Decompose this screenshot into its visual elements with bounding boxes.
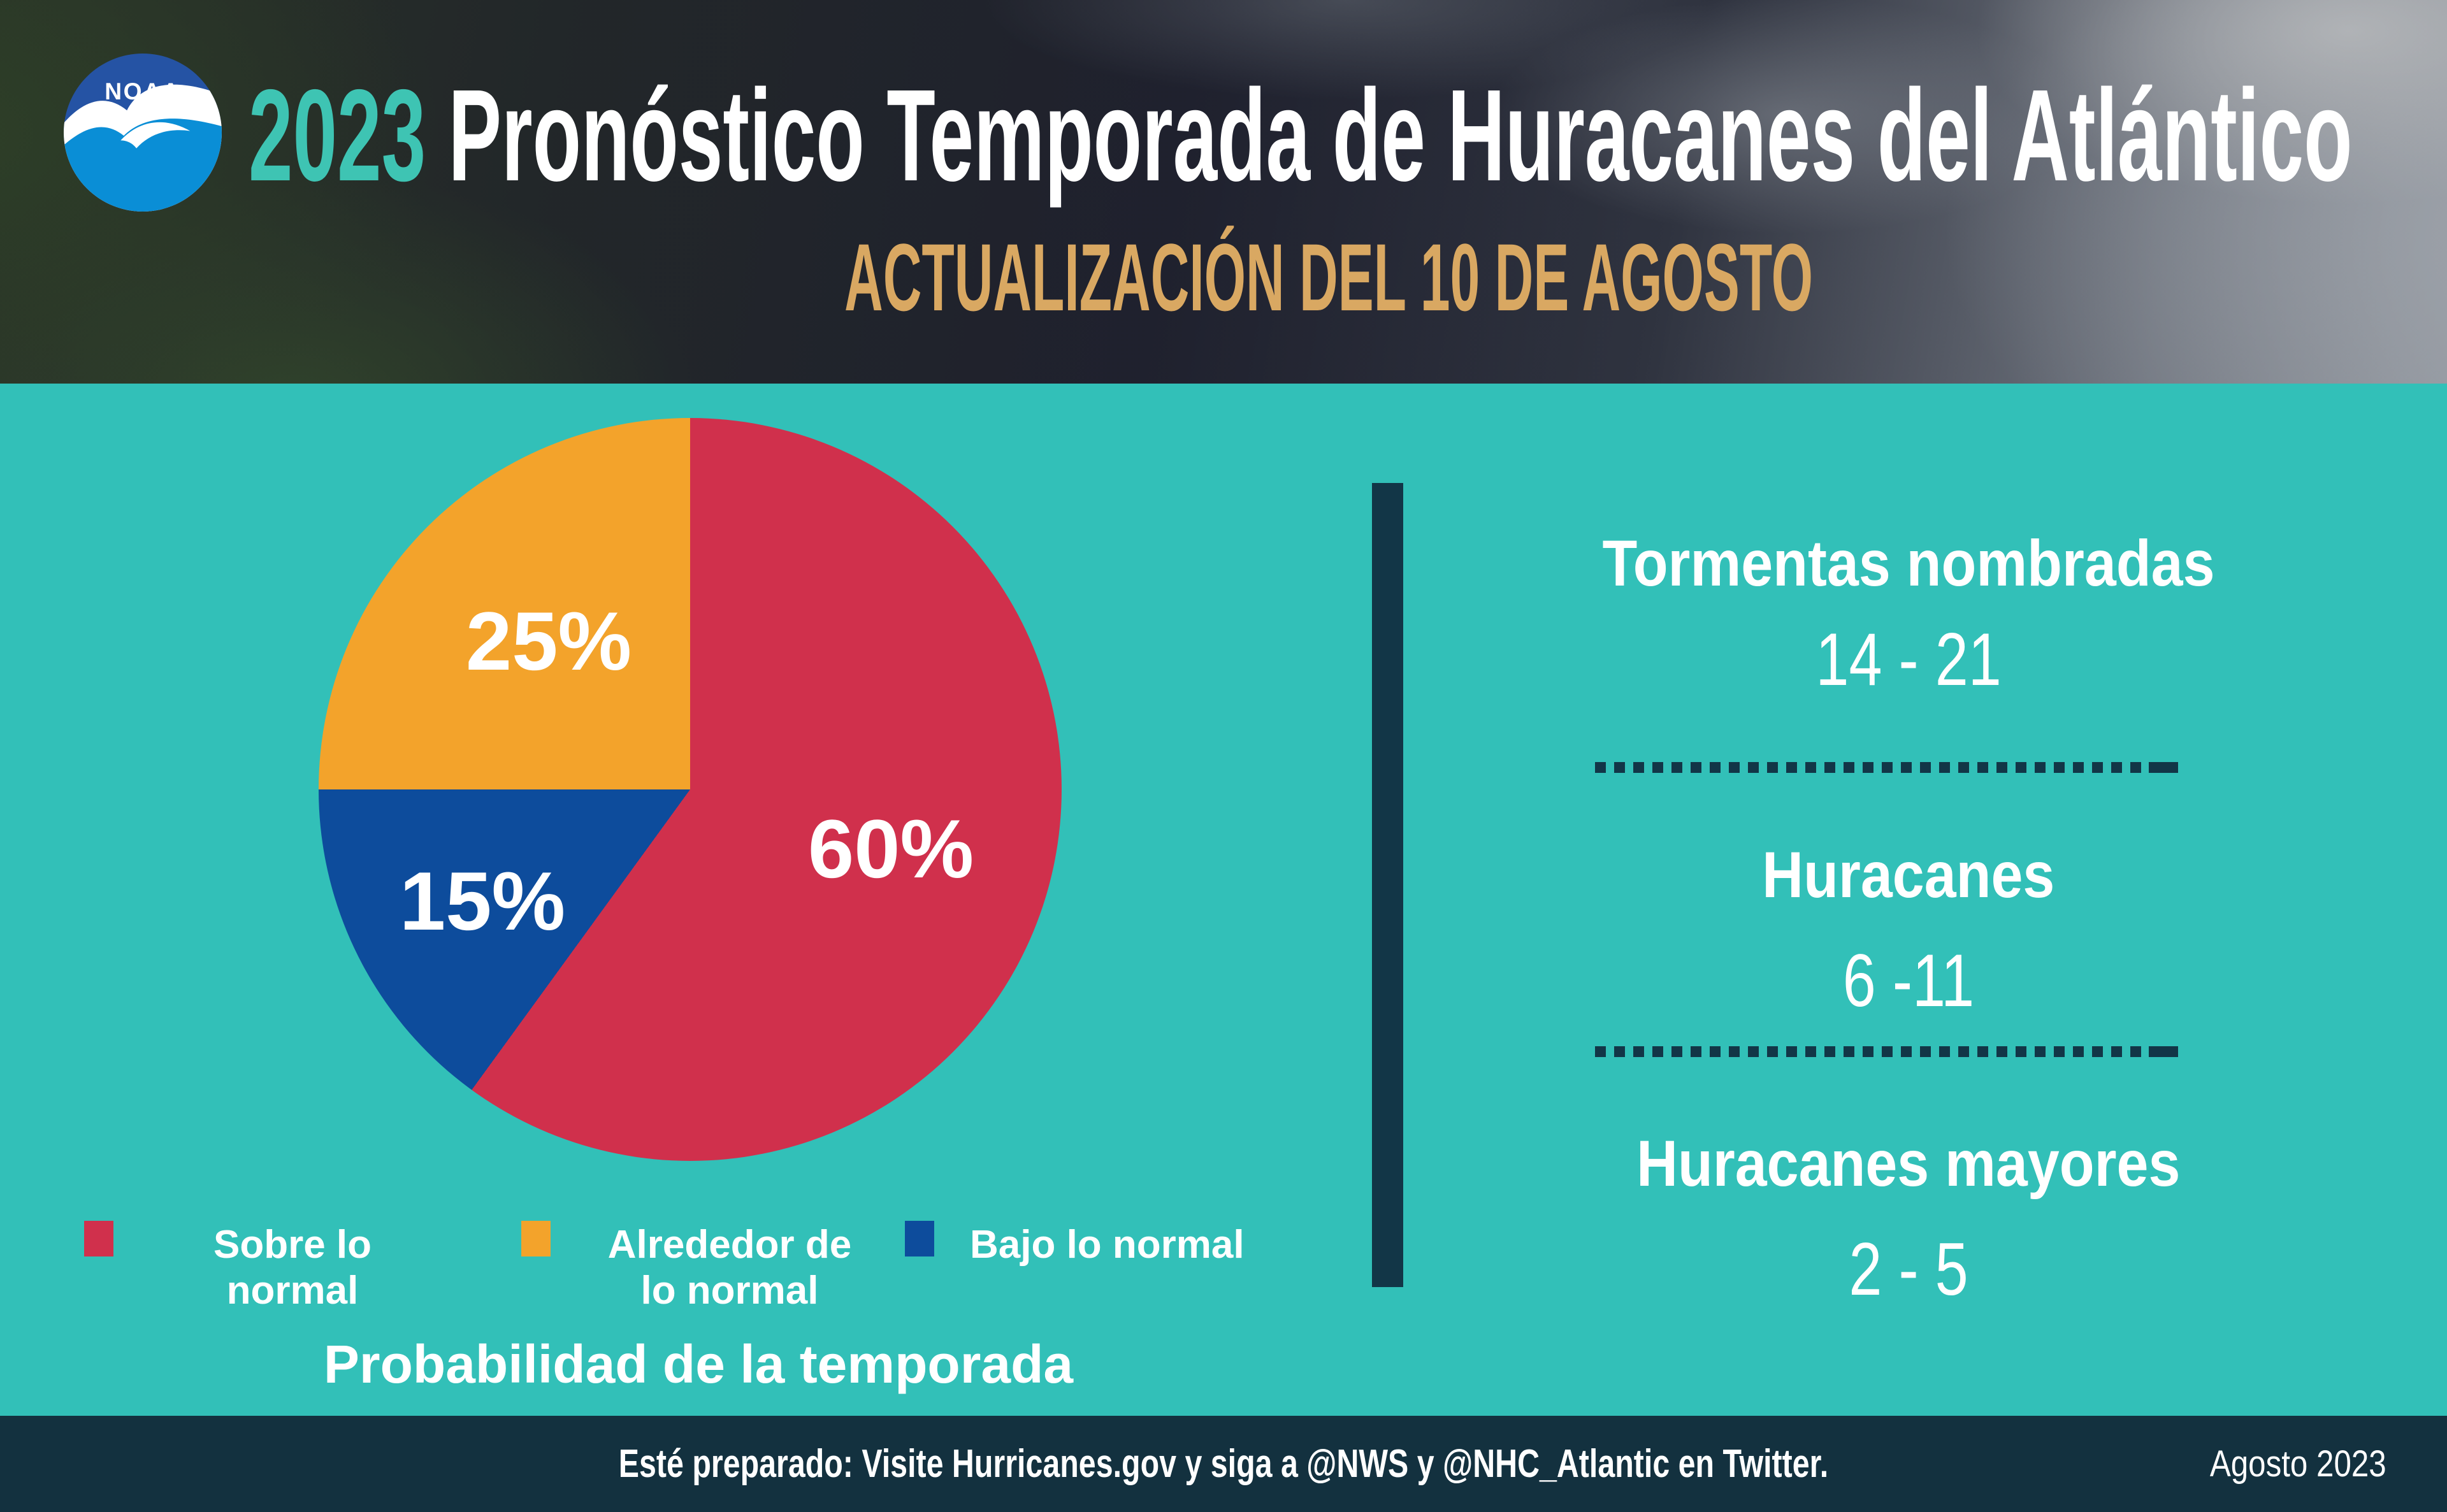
legend-item-below-normal: Bajo lo normal [905,1221,1245,1268]
stat-range-major-hurricanes: 2 - 5 [1849,1227,1968,1311]
noaa-logo-light-half [64,119,222,212]
pie-chart: 60% 25% 15% [319,418,1062,1161]
header-banner: NOAA 2023 Pronóstico Temporada de Huracan… [0,0,2447,384]
noaa-gull-wing [120,122,191,148]
stat-label-named-storms: Tormentas nombradas [1602,527,2215,600]
noaa-logo: NOAA [64,54,222,212]
footer-message: Esté preparado: Visite Hurricanes.gov y … [618,1441,1829,1486]
legend-label: Bajo lo normal [970,1223,1245,1267]
page-title: 2023 Pronóstico Temporada de Huracanes de… [249,70,2447,201]
legend-swatch-red [84,1221,113,1256]
dotted-divider [1595,762,2178,773]
noaa-logo-text: NOAA [105,78,180,104]
legend-item-near-normal: Alrededor de lo normal [521,1221,873,1314]
stat-label-hurricanes: Huracanes [1762,839,2055,911]
legend-swatch-blue [905,1221,934,1256]
legend-swatch-orange [521,1221,551,1256]
subtitle-row: ACTUALIZACIÓN DEL 10 DE AGOSTO [0,229,2447,325]
legend-label: Alrededor de lo normal [607,1223,852,1313]
stat-label-major-hurricanes: Huracanes mayores [1636,1127,2181,1200]
title-text: Pronóstico Temporada de Huracanes del At… [448,62,2353,208]
page-subtitle: ACTUALIZACIÓN DEL 10 DE AGOSTO [844,224,1813,331]
legend-label: Sobre lo normal [213,1223,372,1313]
pie-slice-label-above-normal: 60% [807,802,974,895]
pie-slice-label-near-normal: 25% [465,594,632,688]
footer-bar: Esté preparado: Visite Hurricanes.gov y … [0,1416,2447,1512]
dotted-divider [1595,1046,2178,1057]
chart-title: Probabilidad de la temporada [323,1334,1074,1394]
pie-slice-label-below-normal: 15% [399,854,566,947]
stat-range-named-storms: 14 - 21 [1815,617,2002,701]
stat-range-hurricanes: 6 -11 [1842,939,1975,1022]
vertical-divider-bar [1372,483,1403,1287]
footer-date: Agosto 2023 [2210,1443,2386,1485]
title-year: 2023 [249,62,426,208]
legend-item-above-normal: Sobre lo normal [84,1221,436,1314]
